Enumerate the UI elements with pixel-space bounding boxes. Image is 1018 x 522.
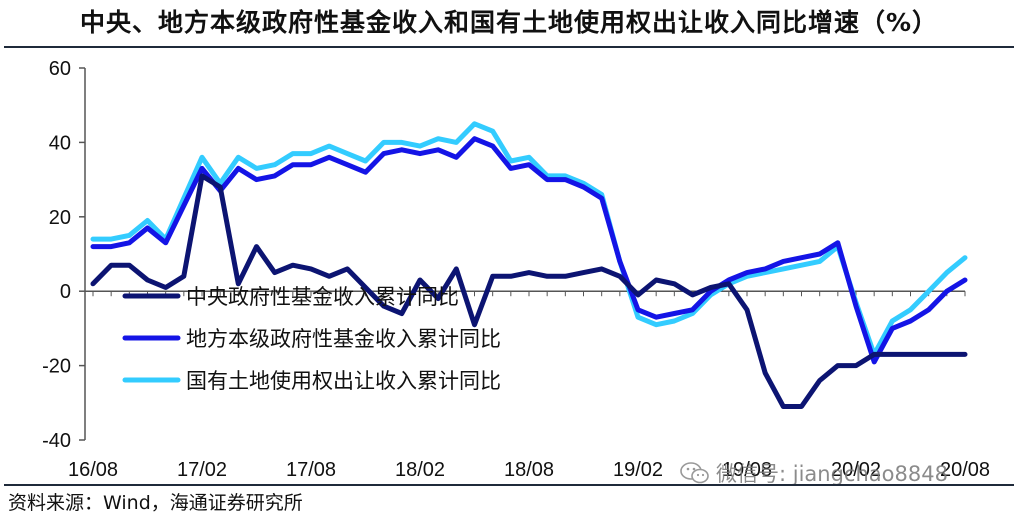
x-tick-label: 20/08: [940, 459, 990, 478]
chart-title: 中央、地方本级政府性基金收入和国有土地使用权出让收入同比增速（%）: [79, 8, 939, 37]
chart-axes: 60 40 20 0 -20 -40 16/08 17/02 17/08 18/02 18/08 19…: [42, 58, 990, 478]
title-divider: [4, 46, 1014, 48]
series-line-0: [90, 173, 968, 409]
y-tick-label: -20: [42, 356, 71, 378]
source-note: 资料来源：Wind，海通证券研究所: [8, 492, 303, 514]
series-line-1: [90, 136, 968, 365]
y-tick-label: 0: [60, 281, 71, 303]
y-tick-label: 20: [49, 207, 71, 229]
x-tick-label: 18/08: [504, 459, 554, 478]
legend-label-2: 国有土地使用权出让收入累计同比: [186, 369, 501, 393]
series-layer: [90, 121, 968, 409]
x-tick-label: 16/08: [68, 459, 118, 478]
line-chart: 60 40 20 0 -20 -40 16/08 17/02 17/08 18/02 18/08 19…: [42, 58, 990, 478]
watermark-text: 微信号: jiangchao8848: [716, 462, 948, 486]
y-tick-label: 60: [49, 58, 71, 80]
chart-legend: 中央政府性基金收入累计同比地方本级政府性基金收入累计同比国有土地使用权出让收入累…: [122, 285, 501, 393]
legend-label-1: 地方本级政府性基金收入累计同比: [186, 327, 501, 351]
x-tick-label: 18/02: [395, 459, 445, 478]
x-tick-label: 17/08: [286, 459, 336, 478]
x-tick-label: 20/02: [831, 459, 881, 478]
x-tick-label: 17/02: [177, 459, 227, 478]
series-line-2: [90, 121, 968, 357]
y-tick-label: 40: [49, 132, 71, 154]
x-tick-label: 19/02: [613, 459, 663, 478]
x-tick-label: 19/08: [722, 459, 772, 478]
legend-label-0: 中央政府性基金收入累计同比: [186, 285, 459, 309]
wechat-watermark: 微信号: jiangchao8848: [680, 458, 948, 488]
source-divider: [4, 484, 1014, 486]
wechat-icon: [680, 462, 709, 484]
y-tick-label: -40: [42, 430, 71, 452]
